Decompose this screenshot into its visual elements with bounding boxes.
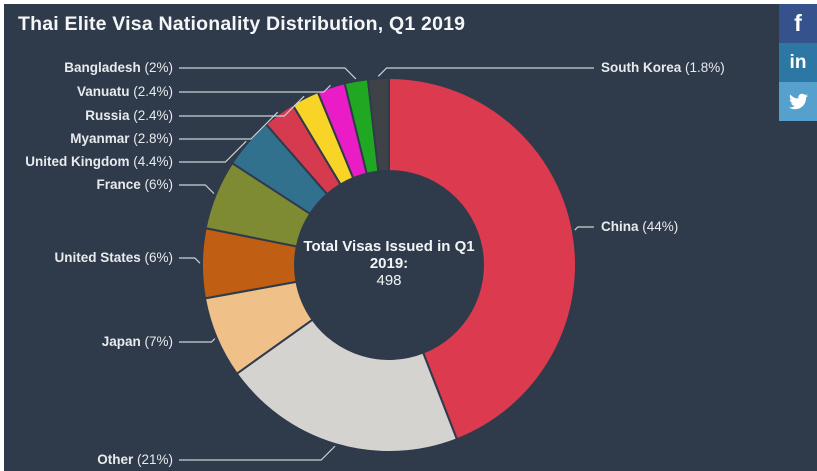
label-percent-myanmar: (2.8%) <box>129 131 173 146</box>
slice-south-korea[interactable] <box>366 76 390 173</box>
leader-line-japan <box>179 338 216 343</box>
donut-center-value: 498 <box>376 272 402 289</box>
label-percent-other: (21%) <box>133 452 173 467</box>
leader-line-myanmar <box>179 111 279 140</box>
leader-line-united-kingdom <box>179 140 247 163</box>
label-name-vanuatu: Vanuatu <box>76 84 130 99</box>
linkedin-share-button[interactable]: in <box>779 43 817 82</box>
label-percent-vanuatu: (2.4%) <box>129 84 173 99</box>
donut-center-label: Total Visas Issued in Q1 2019: 498 <box>299 238 479 289</box>
label-south-korea: South Korea (1.8%) <box>601 59 725 77</box>
leader-line-bangladesh <box>179 67 357 80</box>
facebook-icon: f <box>794 10 802 36</box>
social-share-bar: f in <box>779 4 817 121</box>
leader-line-other <box>179 445 336 461</box>
leader-line-south-korea <box>377 67 594 77</box>
label-percent-south-korea: (1.8%) <box>681 60 725 75</box>
facebook-share-button[interactable]: f <box>779 4 817 43</box>
twitter-share-button[interactable] <box>779 82 817 121</box>
label-percent-japan: (7%) <box>140 334 173 349</box>
label-vanuatu: Vanuatu (2.4%) <box>77 83 173 101</box>
label-myanmar: Myanmar (2.8%) <box>70 130 173 148</box>
leader-line-russia <box>179 95 305 117</box>
label-bangladesh: Bangladesh (2%) <box>64 59 173 77</box>
label-name-other: Other <box>97 452 134 467</box>
label-name-france: France <box>96 177 141 192</box>
label-name-japan: Japan <box>101 334 141 349</box>
label-percent-china: (44%) <box>638 219 679 234</box>
label-name-united-states: United States <box>54 250 141 265</box>
label-percent-russia: (2.4%) <box>129 108 173 123</box>
page-title: Thai Elite Visa Nationality Distribution… <box>18 13 466 35</box>
slice-china[interactable] <box>388 76 577 441</box>
label-japan: Japan (7%) <box>102 333 173 351</box>
label-percent-france: (6%) <box>140 177 173 192</box>
label-name-myanmar: Myanmar <box>70 131 130 146</box>
label-name-russia: Russia <box>85 108 130 123</box>
label-name-bangladesh: Bangladesh <box>64 60 141 75</box>
label-name-united-kingdom: United Kingdom <box>25 154 130 169</box>
label-france: France (6%) <box>96 176 173 194</box>
label-united-kingdom: United Kingdom (4.4%) <box>25 153 173 171</box>
donut-center-text: Total Visas Issued in Q1 2019: <box>303 238 475 272</box>
linkedin-icon: in <box>789 51 807 73</box>
label-russia: Russia (2.4%) <box>85 107 173 125</box>
label-percent-united-states: (6%) <box>140 250 173 265</box>
label-united-states: United States (6%) <box>54 249 173 267</box>
leader-line-china <box>574 226 594 231</box>
label-china: China (44%) <box>601 218 678 236</box>
twitter-icon <box>788 93 808 110</box>
label-percent-bangladesh: (2%) <box>140 60 173 75</box>
label-name-china: China <box>601 219 639 234</box>
leader-line-united-states <box>179 257 201 264</box>
slice-other[interactable] <box>235 318 459 453</box>
label-percent-united-kingdom: (4.4%) <box>129 154 173 169</box>
label-name-south-korea: South Korea <box>601 60 682 75</box>
label-other: Other (21%) <box>97 451 173 469</box>
leader-line-vanuatu <box>179 84 331 93</box>
leader-line-france <box>179 184 215 195</box>
